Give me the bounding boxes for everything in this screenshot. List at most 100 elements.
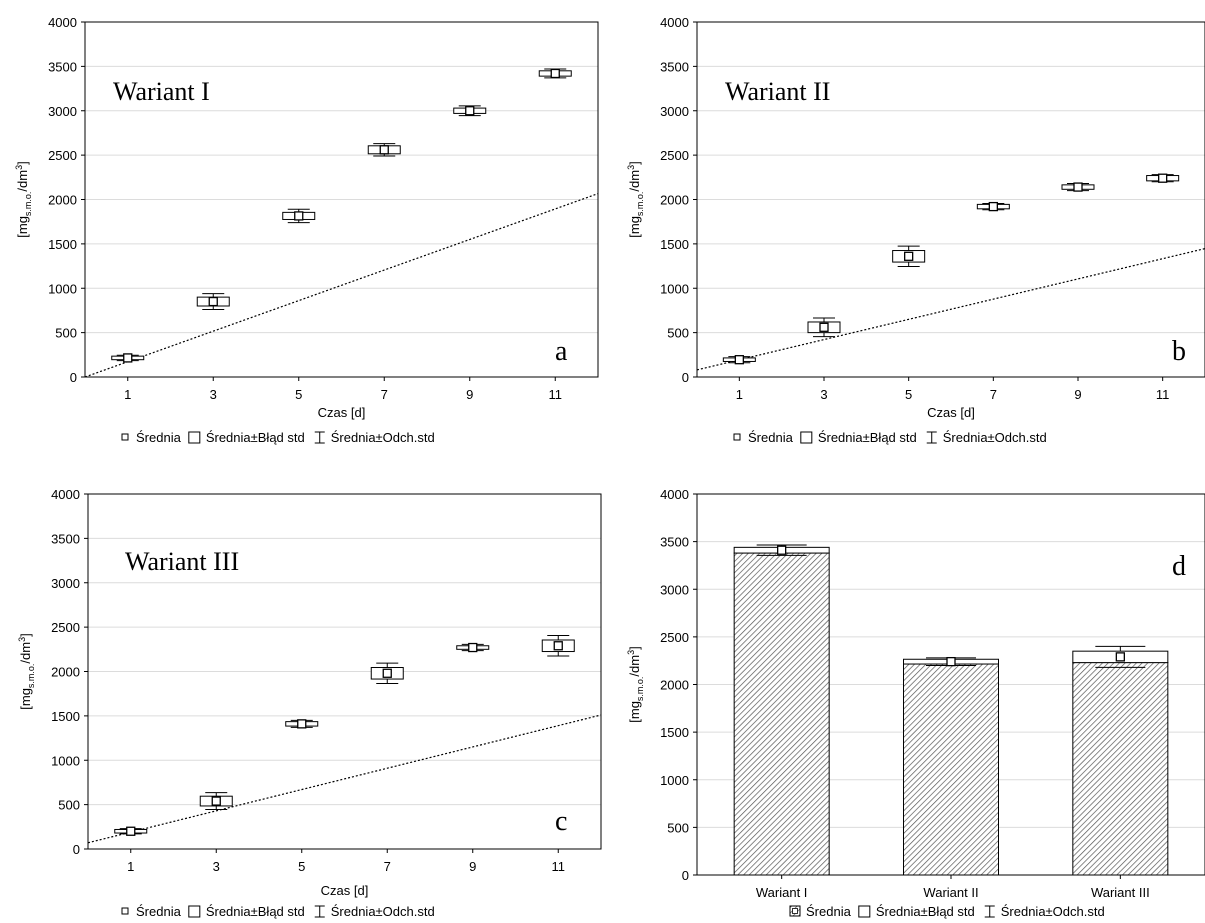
legend-se-label: Średnia±Błąd std	[818, 430, 917, 445]
y-tick-label: 1000	[660, 773, 689, 788]
x-tick-label: 3	[213, 859, 220, 874]
mean-marker	[379, 145, 389, 155]
y-tick-label: 4000	[660, 15, 689, 30]
mean-marker	[294, 211, 304, 221]
y-tick-label: 3000	[660, 582, 689, 597]
y-tick-label: 3500	[660, 535, 689, 550]
legend: Średnia Średnia±Błąd std Średnia±Odch.std	[733, 430, 1047, 445]
legend: Średnia Średnia±Błąd std Średnia±Odch.std	[121, 430, 435, 445]
y-tick-label: 3000	[48, 104, 77, 119]
y-tick-label: 2000	[660, 193, 689, 208]
plot-frame	[696, 21, 1205, 378]
x-tick-label: 5	[295, 387, 302, 402]
mean-marker	[1158, 173, 1168, 183]
y-axis-title-main: [mg	[627, 701, 642, 723]
y-axis-title-main: [mg	[18, 688, 33, 710]
panel-letter: b	[1172, 336, 1186, 367]
y-tick-label: 4000	[51, 487, 80, 502]
y-axis-title-sup: 3	[626, 165, 636, 170]
legend-sd-label: Średnia±Odch.std	[331, 430, 435, 445]
panel-title: Wariant III	[125, 547, 239, 576]
mean-marker	[988, 201, 998, 212]
x-tick-label: 9	[469, 859, 476, 874]
legend-mean-label: Średnia	[136, 430, 182, 445]
legend-mean-label: Średnia	[806, 904, 852, 919]
y-tick-label: 0	[682, 370, 689, 385]
y-tick-label: 2500	[48, 148, 77, 163]
x-tick-label: 3	[820, 387, 827, 402]
bar	[903, 663, 999, 876]
x-tick-label: Wariant II	[923, 885, 978, 900]
y-axis-title-sub: s.m.o.	[635, 677, 645, 702]
legend-mean-marker	[792, 908, 798, 914]
x-axis-title: Czas [d]	[321, 883, 369, 898]
y-axis-title: [mgs.m.o./dm3]	[14, 161, 33, 238]
y-tick-label: 500	[667, 820, 689, 835]
x-tick-label: 5	[905, 387, 912, 402]
legend-se-label: Średnia±Błąd std	[206, 904, 305, 919]
legend-sd-label: Średnia±Odch.std	[331, 904, 435, 919]
legend-se-swatch	[858, 905, 871, 918]
trend-line	[697, 247, 1205, 371]
y-tick-label: 2000	[51, 665, 80, 680]
mean-marker	[465, 106, 475, 116]
y-axis-title: [mgs.m.o./dm3]	[626, 646, 645, 723]
panel-title: Wariant II	[725, 77, 830, 106]
legend-se-swatch	[188, 905, 201, 918]
x-tick-label: 1	[736, 387, 743, 402]
legend-mean-label: Średnia	[136, 904, 182, 919]
y-tick-label: 2000	[660, 678, 689, 693]
y-axis-title-close: ]	[18, 633, 33, 637]
mean-marker	[126, 826, 136, 836]
x-tick-label: 7	[381, 387, 388, 402]
trend-line	[85, 192, 598, 377]
y-axis-title: [mgs.m.o./dm3]	[626, 161, 645, 238]
plot-frame	[87, 493, 602, 850]
y-axis-title-main: [mg	[15, 216, 30, 238]
mean-marker	[297, 719, 307, 729]
mean-marker	[734, 355, 744, 365]
y-axis-title-tail: /dm	[627, 655, 642, 677]
y-axis-title-sup: 3	[14, 165, 24, 170]
mean-marker	[819, 322, 829, 332]
x-axis-title: Czas [d]	[318, 405, 366, 420]
mean-marker	[468, 642, 478, 653]
y-tick-label: 3000	[660, 104, 689, 119]
plot-frame	[84, 21, 599, 378]
y-tick-label: 2500	[660, 148, 689, 163]
y-axis-title-sup: 3	[17, 637, 27, 642]
legend-se-label: Średnia±Błąd std	[206, 430, 305, 445]
bar	[1072, 662, 1169, 876]
chart-panel-a: 0 500 1000 1500 2000 2500 3000 3500 4000 [mgs.m.o…	[14, 15, 599, 445]
x-tick-label: 3	[210, 387, 217, 402]
x-tick-label: 11	[1156, 387, 1170, 402]
y-tick-label: 0	[70, 370, 77, 385]
y-axis-title: [mgs.m.o./dm3]	[17, 633, 36, 710]
x-tick-label: Wariant I	[756, 885, 808, 900]
legend-mean-label: Średnia	[748, 430, 794, 445]
y-tick-label: 3500	[51, 531, 80, 546]
legend-sd-label: Średnia±Odch.std	[1001, 904, 1105, 919]
mean-marker	[904, 251, 914, 261]
y-tick-label: 3500	[48, 59, 77, 74]
bar	[733, 552, 830, 876]
chart-panel-c: 0 500 1000 1500 2000 2500 3000 3500 4000 [mgs.m.o…	[17, 487, 602, 919]
y-tick-label: 500	[667, 326, 689, 341]
mean-marker	[1115, 652, 1125, 662]
y-tick-label: 2500	[660, 630, 689, 645]
y-axis-title-sup: 3	[626, 650, 636, 655]
mean-marker	[382, 668, 392, 678]
y-tick-label: 4000	[48, 15, 77, 30]
y-tick-label: 1500	[660, 237, 689, 252]
legend-se-swatch	[188, 431, 201, 444]
y-axis-title-main: [mg	[627, 216, 642, 238]
y-axis-title-sub: s.m.o.	[23, 192, 33, 217]
y-tick-label: 500	[55, 326, 77, 341]
y-axis-title-tail: /dm	[627, 170, 642, 192]
mean-marker	[1073, 182, 1083, 192]
y-tick-label: 1500	[51, 709, 80, 724]
x-tick-label: 9	[466, 387, 473, 402]
x-tick-label: Wariant III	[1091, 885, 1150, 900]
panel-letter: a	[555, 336, 568, 367]
x-tick-label: 7	[384, 859, 391, 874]
